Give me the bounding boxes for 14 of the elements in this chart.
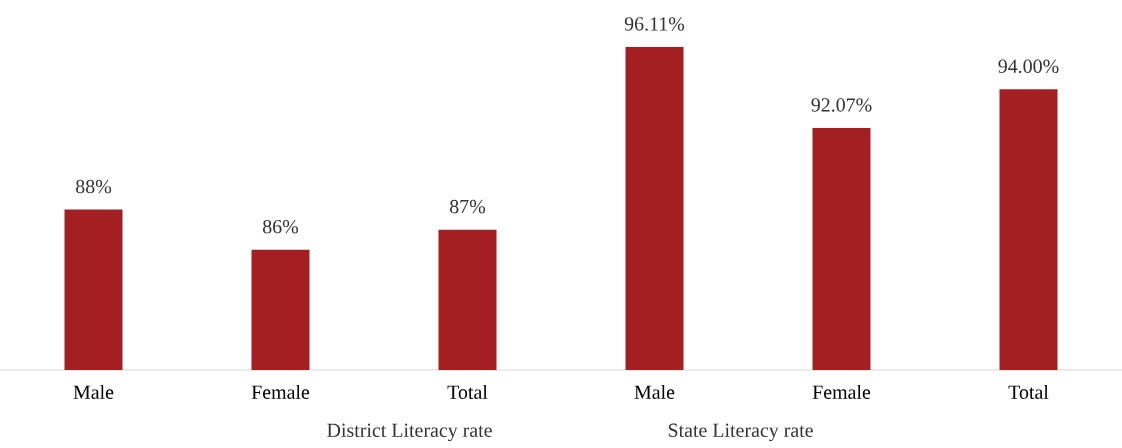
x-tick-label: Male	[634, 384, 675, 399]
data-label: 87%	[449, 199, 486, 214]
data-label: 88%	[75, 179, 112, 194]
data-label: 94.00%	[998, 59, 1059, 74]
text: State Literacy rate	[668, 423, 813, 442]
x-tick-label: Female	[812, 384, 871, 399]
x-tick-label: Total	[447, 384, 488, 399]
x-tick-label: Female	[251, 384, 310, 399]
x-tick-label: Total	[1008, 384, 1049, 399]
x-tick-label: Male	[73, 384, 114, 399]
data-label: 86%	[262, 219, 299, 234]
data-label: 96.11%	[624, 17, 685, 31]
data-label: 92.07%	[811, 98, 872, 112]
text: District Literacy rate	[327, 423, 492, 442]
